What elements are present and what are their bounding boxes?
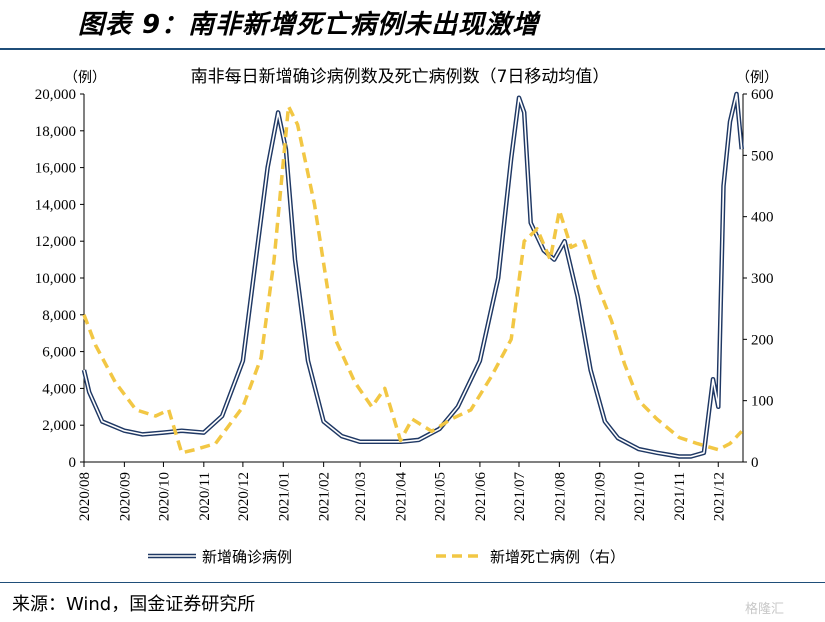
x-tick-label: 2021/09 <box>593 472 609 521</box>
left-tick-label: 12,000 <box>35 234 76 250</box>
right-tick-label: 100 <box>751 394 774 410</box>
right-tick-label: 600 <box>751 87 774 103</box>
x-tick-label: 2021/04 <box>393 472 409 522</box>
x-tick-label: 2021/08 <box>552 472 568 521</box>
x-tick-label: 2020/11 <box>197 472 213 521</box>
x-tick-label: 2021/03 <box>353 472 369 521</box>
top-rule <box>0 48 825 50</box>
x-tick-label: 2020/09 <box>117 472 133 521</box>
left-tick-label: 0 <box>69 455 77 471</box>
right-tick-label: 500 <box>751 148 774 164</box>
legend-label-cases: 新增确诊病例 <box>202 548 292 566</box>
left-axis-unit: （例） <box>64 70 106 86</box>
left-tick-label: 20,000 <box>35 87 76 103</box>
watermark: 格隆汇 <box>745 602 785 617</box>
series-line-cases-inner <box>83 93 743 458</box>
left-tick-label: 2,000 <box>42 418 76 434</box>
x-tick-label: 2021/05 <box>433 472 449 521</box>
x-tick-label: 2021/01 <box>276 472 292 521</box>
x-tick-label: 2021/06 <box>473 472 489 522</box>
x-tick-label: 2021/12 <box>711 472 727 521</box>
right-axis-unit: （例） <box>736 70 778 86</box>
figure-title: 图表 9：南非新增死亡病例未出现激增 <box>78 10 540 40</box>
x-tick-label: 2021/11 <box>672 472 688 521</box>
left-tick-label: 6,000 <box>42 345 76 361</box>
chart-title: 南非每日新增确诊病例数及死亡病例数（7日移动均值） <box>191 67 610 87</box>
right-tick-label: 0 <box>751 455 759 471</box>
left-tick-label: 8,000 <box>42 308 76 324</box>
x-tick-label: 2021/07 <box>512 472 528 522</box>
x-tick-label: 2021/10 <box>632 472 648 521</box>
x-tick-label: 2021/02 <box>317 472 333 521</box>
left-tick-label: 10,000 <box>35 271 76 287</box>
left-tick-label: 18,000 <box>35 124 76 140</box>
left-tick-label: 14,000 <box>35 197 76 213</box>
series-line-deaths <box>82 104 743 455</box>
chart: 南非每日新增确诊病例数及死亡病例数（7日移动均值） （例） （例） 0 2,000 4,0… <box>35 67 778 566</box>
right-tick-label: 300 <box>751 271 774 287</box>
x-tick-label: 2020/12 <box>236 472 252 521</box>
right-tick-label: 200 <box>751 332 774 348</box>
source-note: 来源：Wind，国金证券研究所 <box>12 594 256 615</box>
x-tick-label: 2020/10 <box>156 472 172 521</box>
legend-label-deaths: 新增死亡病例（右） <box>490 548 625 566</box>
right-tick-label: 400 <box>751 210 774 226</box>
left-tick-label: 16,000 <box>35 161 76 177</box>
series-line-cases <box>81 91 744 459</box>
bottom-rule <box>0 582 825 583</box>
left-tick-label: 4,000 <box>42 381 76 397</box>
x-tick-label: 2020/08 <box>77 472 93 521</box>
